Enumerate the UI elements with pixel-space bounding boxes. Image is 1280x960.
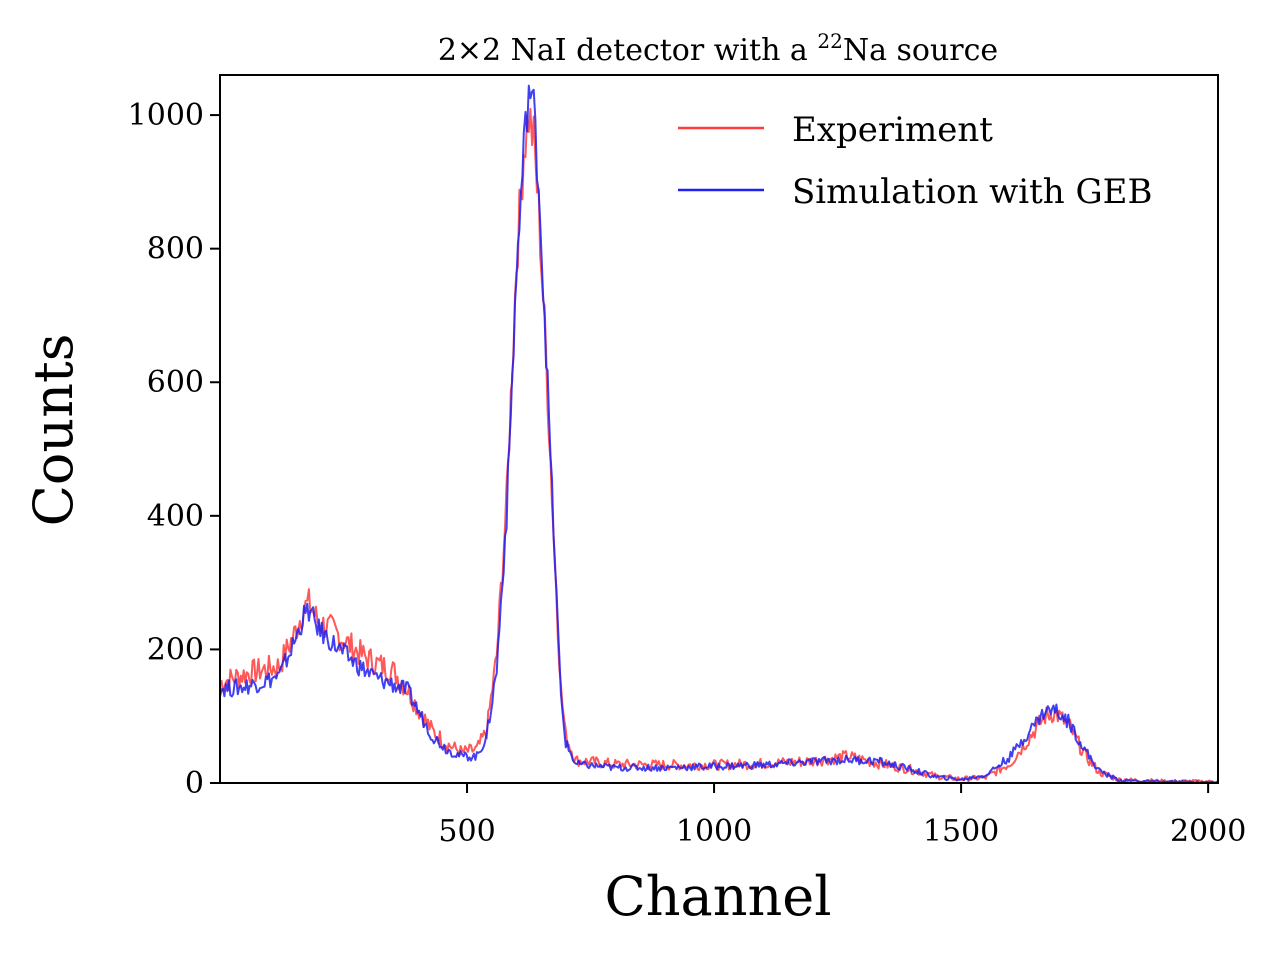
y-tick-label: 400 [147, 499, 204, 534]
y-tick-label: 0 [185, 766, 204, 801]
y-tick-label: 200 [147, 632, 204, 667]
y-tick-label: 600 [147, 365, 204, 400]
x-axis-ticks: 500 1000 1500 2000 [438, 783, 1246, 849]
y-axis-label: Counts [22, 334, 85, 527]
x-tick-label: 1500 [923, 814, 999, 849]
x-tick-label: 2000 [1170, 814, 1246, 849]
x-axis-label: Channel [604, 865, 831, 928]
plot-frame [219, 74, 1219, 784]
x-tick-label: 500 [438, 814, 495, 849]
series-line-experiment [219, 107, 1219, 784]
legend-label-simulation: Simulation with GEB [792, 172, 1152, 212]
legend-label-experiment: Experiment [792, 110, 993, 150]
chart-title-superscript: 22 [817, 29, 842, 53]
series-layer [219, 84, 1219, 784]
chart-title-suffix: Na source [843, 33, 998, 68]
y-axis-ticks: 0 200 400 600 800 1000 [128, 98, 220, 801]
x-tick-label: 1000 [676, 814, 752, 849]
series-line-simulation [219, 84, 1219, 784]
legend: Experiment Simulation with GEB [678, 110, 1152, 212]
chart-title-prefix: 2×2 NaI detector with a [438, 33, 818, 68]
y-tick-label: 1000 [128, 98, 204, 133]
chart-title: 2×2 NaI detector with a 22Na source [438, 29, 998, 68]
y-tick-label: 800 [147, 232, 204, 267]
